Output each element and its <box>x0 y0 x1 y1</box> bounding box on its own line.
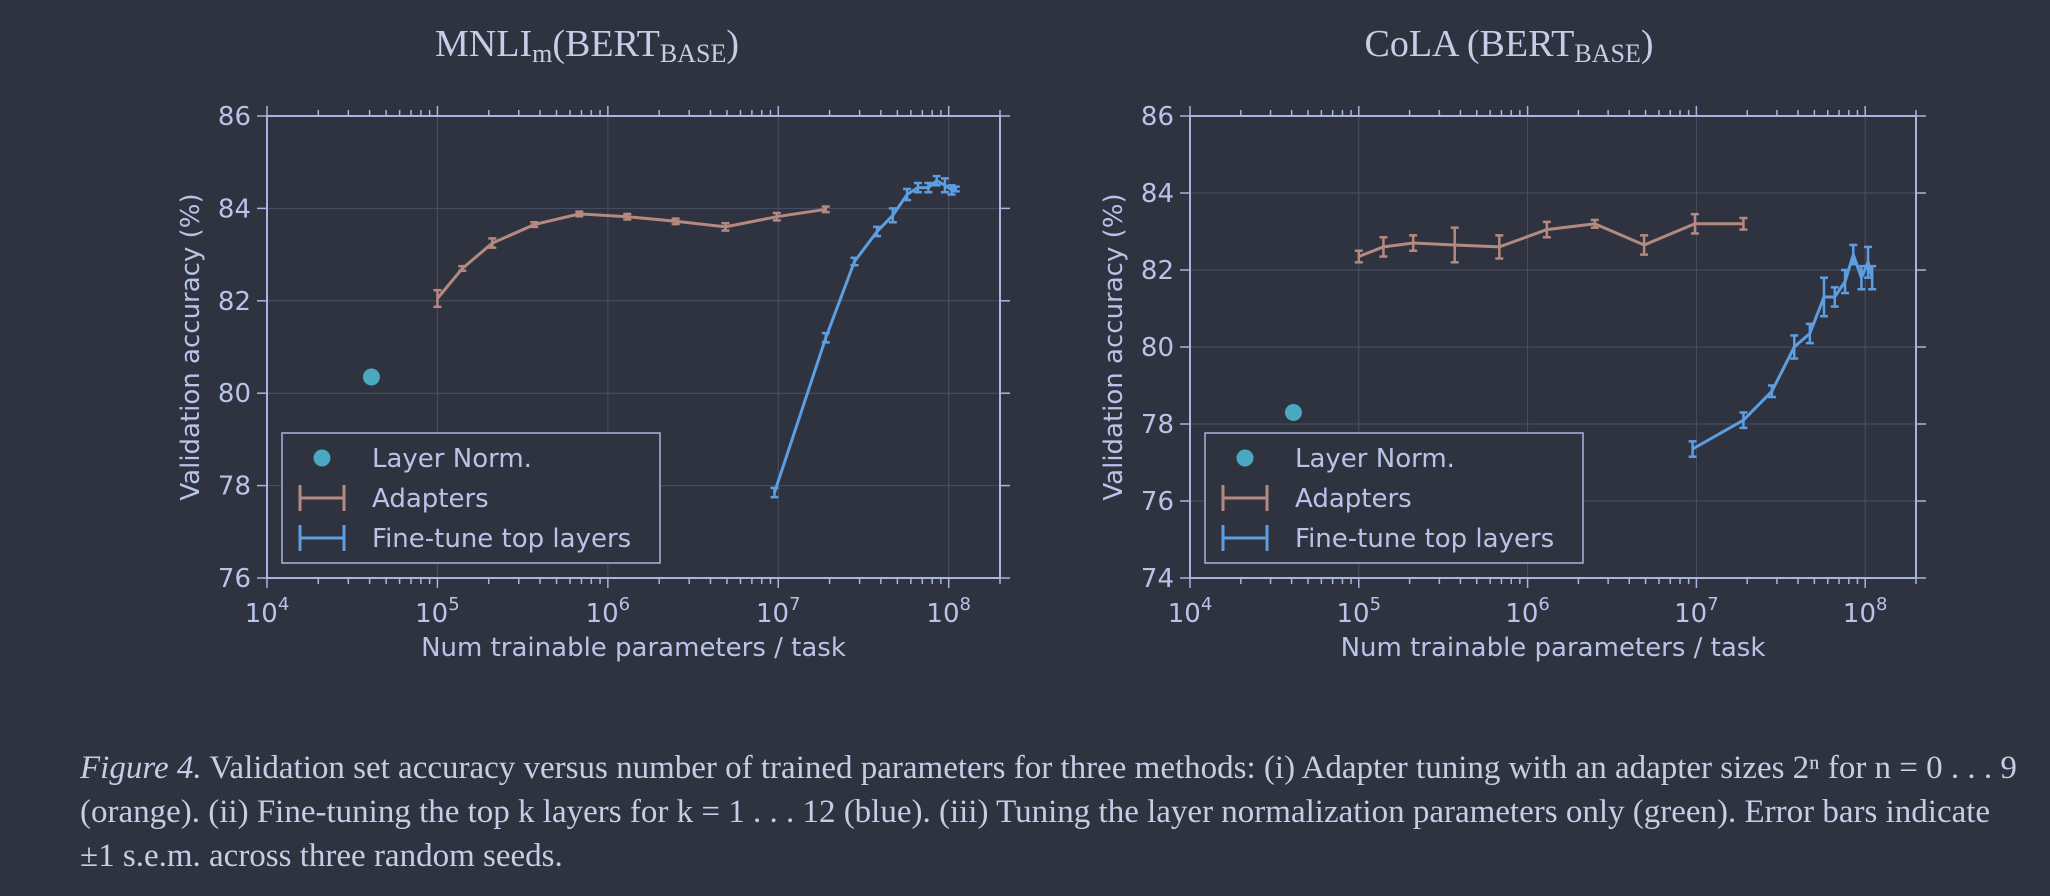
y-tick-label: 84 <box>1141 179 1174 209</box>
x-tick-label: 106 <box>586 594 631 629</box>
chart-title-cola: CoLA (BERTBASE) <box>1159 22 1859 69</box>
y-axis-label: Validation accuracy (%) <box>1099 193 1129 500</box>
series-line <box>1358 222 1744 258</box>
y-tick-label: 80 <box>1141 333 1174 363</box>
series-layer-norm <box>362 368 380 386</box>
series-fine-tune-top-layers <box>1688 243 1877 458</box>
y-tick-label: 84 <box>218 194 251 224</box>
x-tick-label: 106 <box>1505 594 1550 629</box>
y-tick-label: 86 <box>1141 102 1174 132</box>
chart-title-mnli: MNLIm(BERTBASE) <box>237 22 937 69</box>
title-subscript: BASE <box>1574 39 1641 68</box>
legend-swatch <box>1236 449 1254 467</box>
y-tick-label: 78 <box>1141 410 1174 440</box>
title-subscript: m <box>532 39 553 68</box>
legend-label: Adapters <box>372 484 489 514</box>
x-tick-label: 105 <box>415 594 460 629</box>
legend-label: Layer Norm. <box>372 444 532 474</box>
charts-canvas: 104 105 106 107 108 76 78 80 82 84 86 Num trainable… <box>176 102 1926 663</box>
y-tick-label: 76 <box>1141 487 1174 517</box>
legend-label: Adapters <box>1295 484 1412 514</box>
x-tick-label: 104 <box>1168 594 1213 629</box>
caption-label: Figure 4. <box>80 750 202 786</box>
series-fine-tune-top-layers <box>770 174 960 499</box>
y-tick-label: 80 <box>218 379 251 409</box>
title-text: (BERT <box>552 23 660 65</box>
x-tick-label: 104 <box>245 594 290 629</box>
caption-text: Validation set accuracy versus number of… <box>80 750 2017 874</box>
legend: Layer Norm. Adapters Fine-tune top layers <box>1204 432 1584 564</box>
series-line <box>773 178 957 493</box>
chart-panel-0: 104 105 106 107 108 76 78 80 82 84 86 Num trainable… <box>176 102 1010 663</box>
y-tick-label: 86 <box>218 102 251 132</box>
legend-label: Layer Norm. <box>1295 444 1455 474</box>
y-tick-label: 82 <box>1141 256 1174 286</box>
series-layer-norm <box>1284 403 1302 421</box>
series-adapters <box>1354 212 1748 264</box>
x-axis-label: Num trainable parameters / task <box>421 633 846 663</box>
title-text: ) <box>1640 23 1654 65</box>
legend-label: Fine-tune top layers <box>372 524 631 554</box>
y-tick-label: 82 <box>218 287 251 317</box>
x-tick-label: 107 <box>756 594 801 629</box>
title-text: CoLA (BERT <box>1364 23 1575 65</box>
figure-caption: Figure 4. Validation set accuracy versus… <box>80 746 2030 878</box>
x-tick-label: 105 <box>1337 594 1382 629</box>
series-line <box>436 207 827 300</box>
plot-frame <box>266 115 1001 579</box>
x-tick-label: 108 <box>1843 594 1888 629</box>
chart-panel-1: 104 105 106 107 108 74 76 78 80 82 84 86 Num trainab… <box>1099 102 1926 663</box>
x-tick-label: 108 <box>926 594 971 629</box>
legend-swatch <box>313 449 331 467</box>
y-axis-label: Validation accuracy (%) <box>176 193 206 500</box>
y-tick-label: 74 <box>1141 564 1174 594</box>
legend: Layer Norm. Adapters Fine-tune top layers <box>281 432 661 564</box>
y-tick-label: 78 <box>218 472 251 502</box>
series-adapters <box>433 205 830 309</box>
title-text: MNLI <box>435 23 533 65</box>
title-text: ) <box>726 23 739 65</box>
x-axis-label: Num trainable parameters / task <box>1341 633 1766 663</box>
y-tick-label: 76 <box>218 564 251 594</box>
x-tick-label: 107 <box>1674 594 1719 629</box>
legend-label: Fine-tune top layers <box>1295 524 1554 554</box>
data-point <box>1284 403 1302 421</box>
title-subscript: BASE <box>659 39 727 68</box>
data-point <box>362 368 380 386</box>
